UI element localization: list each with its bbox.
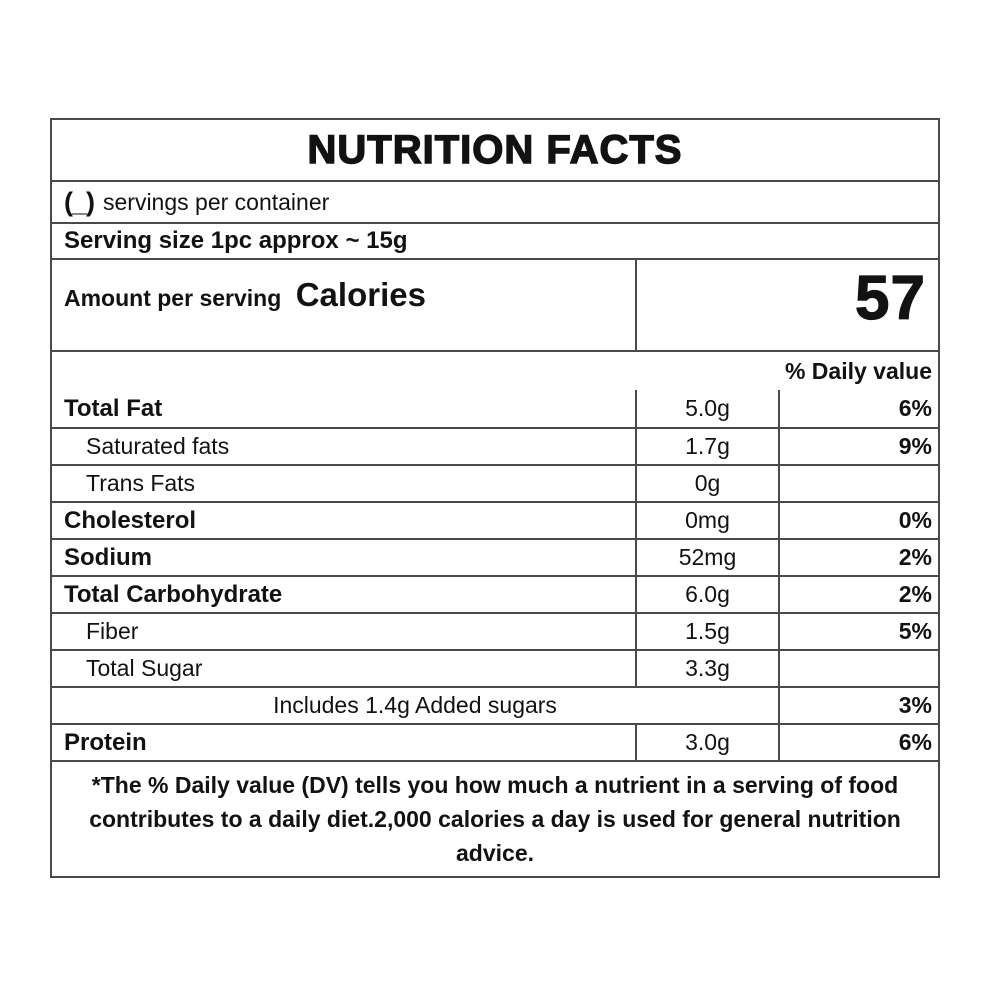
table-row: Total Fat 5.0g 6% [52, 390, 938, 427]
calories-value: 57 [854, 263, 926, 333]
nutrient-amount: 0g [635, 466, 778, 501]
nutrient-amount: 0mg [635, 503, 778, 538]
nutrient-name: Protein [64, 728, 147, 756]
nutrient-amount: 5.0g [635, 390, 778, 427]
serving-size-text: Serving size 1pc approx ~ 15g [64, 227, 408, 254]
nutrient-name: Trans Fats [86, 470, 196, 496]
nutrient-name: Total Carbohydrate [64, 580, 283, 608]
nutrient-name: Cholesterol [64, 506, 197, 534]
nutrient-amount: 1.7g [635, 429, 778, 464]
daily-value-header: % Daily value [784, 357, 932, 384]
calories-value-cell: 57 [635, 260, 938, 350]
nutrition-facts-label: NUTRITION FACTS (_) servings per contain… [50, 118, 940, 878]
table-row: Fiber 1.5g 5% [52, 612, 938, 649]
amount-per-serving-label: Amount per serving [64, 285, 282, 311]
table-row: Sodium 52mg 2% [52, 538, 938, 575]
table-row: Trans Fats 0g [52, 464, 938, 501]
calories-row: Amount per serving Calories 57 [52, 258, 938, 350]
nutrient-daily-value: 2% [778, 577, 942, 612]
nutrient-daily-value: 9% [778, 429, 942, 464]
table-row: Saturated fats 1.7g 9% [52, 427, 938, 464]
nutrient-name: Includes 1.4g Added sugars [273, 692, 557, 718]
nutrient-rows: Total Fat 5.0g 6% Saturated fats 1.7g 9%… [52, 390, 938, 760]
nutrient-daily-value: 5% [778, 614, 942, 649]
nutrient-amount: 1.5g [635, 614, 778, 649]
footnote-row: *The % Daily value (DV) tells you how mu… [52, 760, 938, 876]
nutrient-daily-value: 6% [778, 390, 942, 427]
nutrient-name: Saturated fats [86, 433, 230, 459]
table-row: Includes 1.4g Added sugars 3% [52, 686, 938, 723]
nutrient-daily-value: 0% [778, 503, 942, 538]
table-row: Total Sugar 3.3g [52, 649, 938, 686]
nutrient-name: Total Fat [64, 394, 163, 422]
nutrient-name: Total Sugar [86, 655, 203, 681]
nutrient-name: Fiber [86, 618, 139, 644]
servings-count-blank: (_) [64, 186, 95, 217]
label-title: NUTRITION FACTS [307, 127, 683, 172]
nutrient-amount: 52mg [635, 540, 778, 575]
servings-per-container-row: (_) servings per container [52, 180, 938, 222]
table-row: Protein 3.0g 6% [52, 723, 938, 760]
nutrient-daily-value [778, 651, 942, 686]
table-row: Total Carbohydrate 6.0g 2% [52, 575, 938, 612]
calories-label: Calories [295, 276, 426, 313]
nutrient-daily-value: 3% [778, 688, 942, 723]
nutrient-name: Sodium [64, 543, 152, 571]
nutrient-daily-value [778, 466, 942, 501]
nutrient-daily-value: 2% [778, 540, 942, 575]
daily-value-header-row: % Daily value [52, 350, 938, 390]
servings-per-container-text: servings per container [103, 188, 330, 215]
table-row: Cholesterol 0mg 0% [52, 501, 938, 538]
calories-labels: Amount per serving Calories [52, 260, 635, 350]
nutrient-amount: 3.3g [635, 651, 778, 686]
title-row: NUTRITION FACTS [52, 120, 938, 180]
serving-size-row: Serving size 1pc approx ~ 15g [52, 222, 938, 258]
nutrient-amount: 3.0g [635, 725, 778, 760]
nutrient-daily-value: 6% [778, 725, 942, 760]
footnote-text: *The % Daily value (DV) tells you how mu… [89, 772, 901, 866]
nutrient-amount: 6.0g [635, 577, 778, 612]
